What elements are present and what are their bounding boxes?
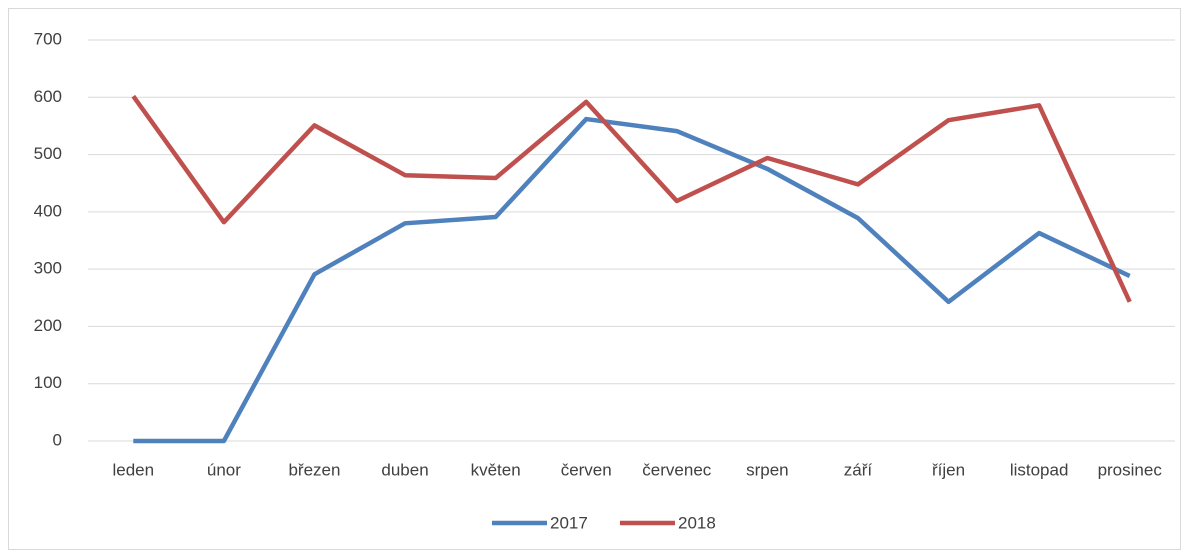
chart-frame bbox=[8, 8, 1181, 550]
line-series bbox=[133, 116, 1131, 444]
x-tick-label: srpen bbox=[746, 460, 789, 479]
x-tick-label: březen bbox=[288, 460, 340, 479]
y-tick-label: 300 bbox=[34, 259, 62, 278]
y-tick-label: 0 bbox=[53, 430, 62, 449]
x-tick-label: září bbox=[844, 460, 873, 479]
x-tick-label: prosinec bbox=[1098, 460, 1163, 479]
x-tick-label: květen bbox=[471, 460, 521, 479]
x-tick-label: leden bbox=[112, 460, 154, 479]
y-tick-label: 100 bbox=[34, 373, 62, 392]
x-tick-label: duben bbox=[381, 460, 428, 479]
y-tick-label: 700 bbox=[34, 29, 62, 48]
line-series bbox=[131, 94, 1132, 303]
x-tick-label: říjen bbox=[932, 460, 965, 479]
x-tick-label: červen bbox=[561, 460, 612, 479]
y-tick-label: 500 bbox=[34, 144, 62, 163]
y-tick-label: 400 bbox=[34, 201, 62, 220]
x-tick-label: únor bbox=[207, 460, 241, 479]
legend-label: 2018 bbox=[678, 513, 716, 532]
x-tick-label: červenec bbox=[642, 460, 711, 479]
y-tick-label: 200 bbox=[34, 316, 62, 335]
legend-label: 2017 bbox=[550, 513, 588, 532]
y-tick-label: 600 bbox=[34, 87, 62, 106]
x-tick-label: listopad bbox=[1010, 460, 1069, 479]
